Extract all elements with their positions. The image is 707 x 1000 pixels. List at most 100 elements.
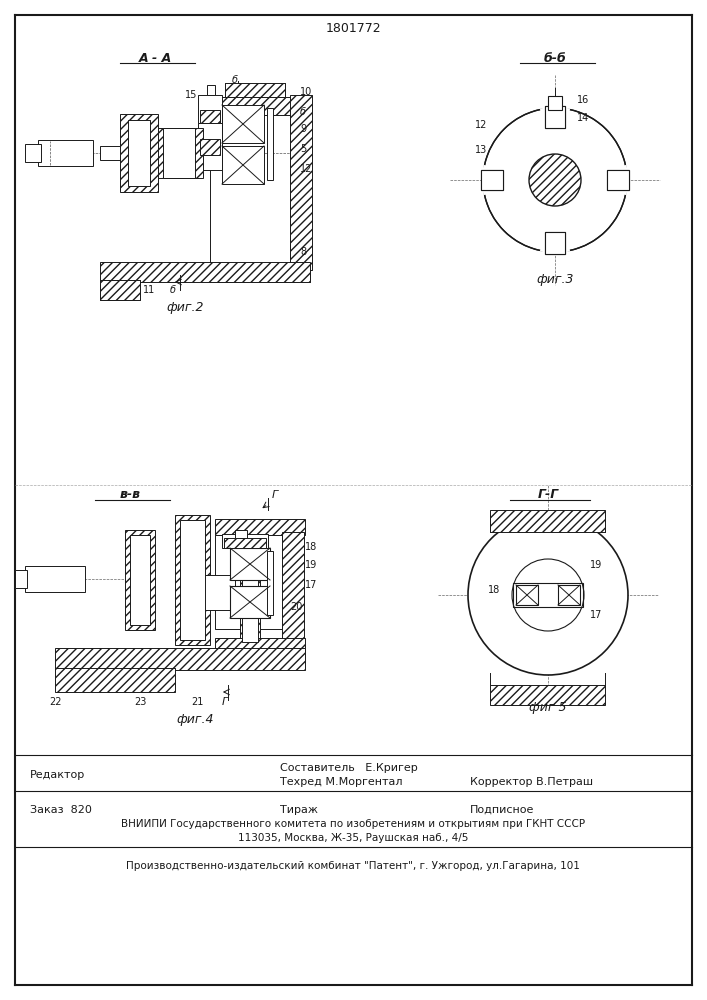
- Text: 12: 12: [300, 164, 312, 174]
- Bar: [282, 532, 304, 645]
- Bar: [225, 83, 285, 97]
- Text: Подписное: Подписное: [470, 805, 534, 815]
- Text: 16: 16: [577, 95, 589, 105]
- Bar: [215, 638, 305, 652]
- Bar: [481, 170, 503, 190]
- Text: 113035, Москва, Ж-35, Раушская наб., 4/5: 113035, Москва, Ж-35, Раушская наб., 4/5: [238, 833, 468, 843]
- Text: фиг.3: фиг.3: [536, 273, 574, 286]
- Text: фиг.4: фиг.4: [176, 714, 214, 726]
- Bar: [222, 534, 268, 548]
- Bar: [170, 136, 190, 170]
- Text: Г: Г: [272, 490, 279, 500]
- Bar: [490, 510, 605, 532]
- Text: 13: 13: [475, 145, 487, 155]
- Bar: [200, 575, 235, 610]
- Bar: [100, 280, 140, 300]
- Bar: [198, 95, 222, 123]
- Bar: [100, 262, 310, 282]
- Text: 10: 10: [300, 87, 312, 97]
- Bar: [160, 142, 198, 164]
- Bar: [215, 535, 282, 629]
- Bar: [163, 128, 195, 178]
- Bar: [125, 530, 155, 630]
- Text: 18: 18: [488, 585, 501, 595]
- Bar: [15, 570, 27, 588]
- Text: 22: 22: [49, 697, 62, 707]
- Text: 23: 23: [134, 697, 146, 707]
- Text: 12: 12: [475, 120, 487, 130]
- Bar: [120, 114, 158, 192]
- Text: Составитель   Е.Кригер: Составитель Е.Кригер: [280, 763, 418, 773]
- Bar: [55, 668, 175, 692]
- Bar: [25, 144, 41, 162]
- Bar: [545, 232, 565, 254]
- Bar: [222, 146, 264, 184]
- Text: Заказ  820: Заказ 820: [30, 805, 92, 815]
- Text: 19: 19: [590, 560, 602, 570]
- Bar: [224, 538, 266, 548]
- Bar: [207, 85, 215, 95]
- Wedge shape: [482, 165, 555, 195]
- Text: б-б: б-б: [544, 51, 566, 64]
- Text: 15: 15: [185, 90, 197, 100]
- Text: фиг.2: фиг.2: [166, 302, 204, 314]
- Bar: [198, 123, 222, 170]
- Text: Г-Г: Г-Г: [537, 488, 559, 502]
- Text: 19: 19: [305, 560, 317, 570]
- Text: Производственно-издательский комбинат "Патент", г. Ужгород, ул.Гагарина, 101: Производственно-издательский комбинат "П…: [126, 861, 580, 871]
- Wedge shape: [540, 107, 570, 180]
- Bar: [128, 120, 150, 186]
- Bar: [210, 264, 310, 282]
- Bar: [607, 170, 629, 190]
- Text: 20: 20: [290, 602, 303, 612]
- Bar: [607, 170, 629, 190]
- Text: Редактор: Редактор: [30, 770, 86, 780]
- Bar: [130, 535, 150, 625]
- Bar: [55, 648, 305, 670]
- Text: А - А: А - А: [139, 51, 172, 64]
- Bar: [175, 515, 210, 645]
- Bar: [100, 280, 140, 300]
- Bar: [25, 566, 85, 592]
- Bar: [267, 551, 273, 615]
- Bar: [558, 585, 580, 605]
- Text: 9: 9: [300, 124, 306, 134]
- Wedge shape: [555, 165, 628, 195]
- Bar: [545, 232, 565, 254]
- Text: 5: 5: [300, 144, 306, 154]
- Text: ВНИИПИ Государственного комитета по изобретениям и открытиям при ГКНТ СССР: ВНИИПИ Государственного комитета по изоб…: [121, 819, 585, 829]
- Text: в-в: в-в: [119, 488, 141, 502]
- Circle shape: [483, 108, 627, 252]
- Bar: [240, 550, 260, 645]
- Bar: [38, 140, 93, 166]
- Bar: [200, 110, 220, 123]
- Bar: [513, 583, 583, 607]
- Bar: [545, 106, 565, 128]
- Text: Техред М.Моргентал: Техред М.Моргентал: [280, 777, 402, 787]
- Bar: [215, 519, 305, 535]
- Text: Тираж: Тираж: [280, 805, 318, 815]
- Text: б: б: [232, 75, 238, 85]
- Bar: [100, 146, 200, 160]
- Text: 1801772: 1801772: [325, 21, 381, 34]
- Bar: [235, 530, 247, 538]
- Text: Г: Г: [222, 697, 228, 707]
- Bar: [548, 96, 562, 110]
- Bar: [210, 115, 290, 264]
- Wedge shape: [540, 180, 570, 253]
- Bar: [180, 520, 205, 640]
- Bar: [290, 95, 312, 270]
- Bar: [516, 585, 538, 605]
- Text: фиг 5: фиг 5: [530, 700, 567, 714]
- Text: б: б: [300, 107, 306, 117]
- Bar: [490, 685, 605, 705]
- Bar: [222, 105, 264, 143]
- Text: Корректор В.Петраш: Корректор В.Петраш: [470, 777, 593, 787]
- Bar: [230, 548, 270, 580]
- Text: 17: 17: [305, 580, 317, 590]
- Circle shape: [468, 515, 628, 675]
- Text: 14: 14: [577, 113, 589, 123]
- Circle shape: [529, 154, 581, 206]
- Bar: [545, 106, 565, 128]
- Bar: [200, 139, 220, 155]
